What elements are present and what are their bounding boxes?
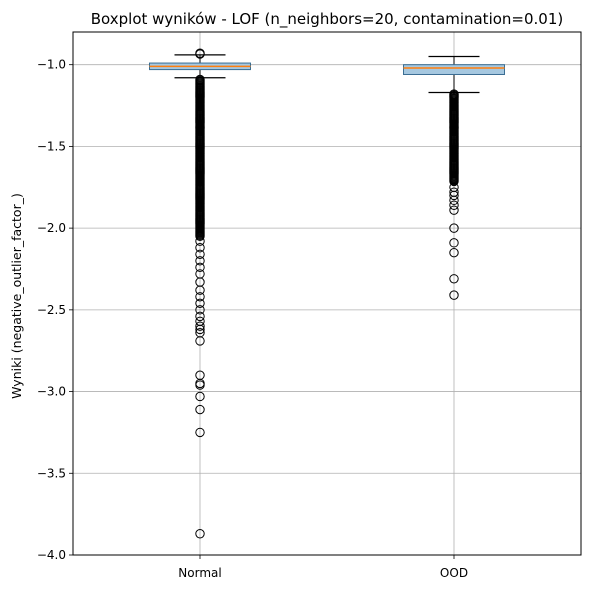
y-tick-label: −3.5: [37, 466, 66, 480]
outlier-point: [195, 305, 205, 315]
outlier-point: [195, 262, 205, 273]
outlier-point: [195, 529, 205, 539]
axes-layer: −1.0 −1.5 −2.0 −2.5 −3.0 −3.5 −4.0 Normal OOD: [37, 58, 468, 580]
boxes-layer: [149, 48, 505, 539]
y-tick-label: −4.0: [37, 548, 66, 562]
outlier-point: [449, 200, 459, 210]
outlier-point: [449, 205, 459, 215]
outlier-point: [195, 324, 205, 335]
box-group-normal: [149, 48, 251, 539]
outlier-point: [195, 391, 205, 402]
outlier-point: [449, 290, 459, 300]
outlier-point: [195, 336, 205, 346]
outlier-point: [449, 190, 459, 201]
outlier-point: [195, 321, 205, 331]
plot-area-frame: [72, 31, 582, 556]
outlier-point: [195, 311, 205, 322]
outlier-point: [195, 380, 205, 390]
outlier-point: [449, 238, 459, 248]
outlier-point: [195, 256, 205, 266]
outlier-point: [449, 195, 459, 206]
x-tick-label: Normal: [178, 566, 221, 580]
outlier-point: [449, 247, 459, 258]
outlier-point: [449, 176, 459, 187]
y-tick-label: −1.0: [37, 58, 66, 72]
y-axis-label: Wyniki (negative_outlier_factor_): [9, 193, 24, 399]
grid-lines: [73, 32, 581, 556]
outlier-point: [195, 236, 205, 246]
outlier-point: [195, 292, 205, 302]
y-tick-label: −3.0: [37, 385, 66, 399]
y-tick-label: −2.0: [37, 221, 66, 235]
outlier-point: [195, 49, 205, 59]
y-tick-label: −1.5: [37, 139, 66, 153]
outlier-point: [449, 223, 459, 233]
x-tick-label: OOD: [440, 566, 468, 580]
outlier-point: [195, 285, 205, 295]
outlier-point: [449, 274, 459, 284]
chart-title: Boxplot wyników - LOF (n_neighbors=20, c…: [91, 10, 564, 29]
y-tick-label: −2.5: [37, 303, 66, 317]
box-iqr: [403, 64, 505, 75]
outlier-point: [195, 298, 205, 309]
outlier-point: [195, 231, 205, 241]
outlier-point: [195, 404, 205, 415]
outlier-point: [195, 427, 205, 438]
outlier-point: [195, 243, 205, 253]
box-group-ood: [403, 55, 505, 300]
outlier-point: [195, 249, 205, 259]
